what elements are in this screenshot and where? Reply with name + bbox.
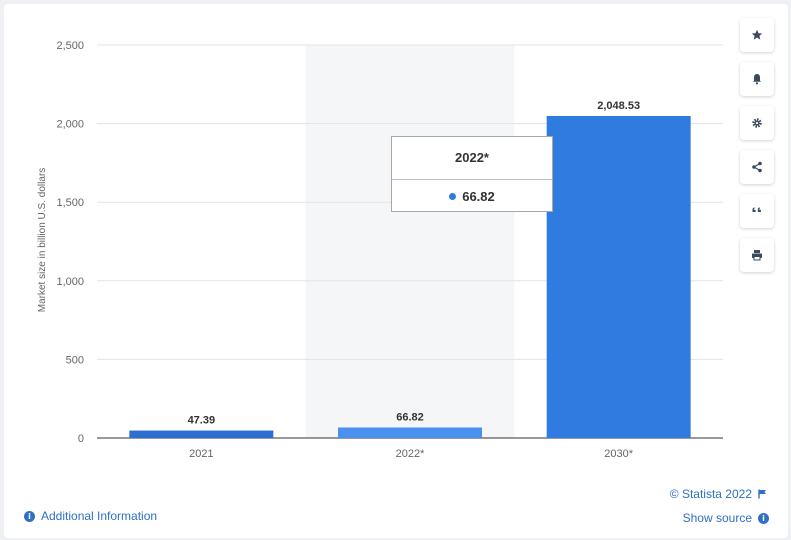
- share-icon: [752, 161, 762, 173]
- bar[interactable]: [546, 115, 691, 439]
- quote-icon: [752, 207, 761, 212]
- copyright-label: © Statista 2022: [669, 487, 752, 501]
- x-tick-label: 2022*: [396, 448, 425, 460]
- print-button[interactable]: [740, 238, 774, 272]
- star-icon: [751, 29, 763, 40]
- y-tick-label: 0: [78, 433, 84, 445]
- tooltip-value: 66.82: [462, 189, 495, 204]
- tooltip-title: 2022*: [392, 137, 552, 180]
- y-tick-label: 2,000: [56, 119, 84, 131]
- show-source-link[interactable]: Show source i: [683, 511, 769, 525]
- show-source-label: Show source: [682, 511, 752, 525]
- y-tick-label: 1,000: [56, 276, 84, 288]
- bell-icon: [753, 74, 761, 85]
- bar[interactable]: [338, 427, 482, 438]
- cite-button[interactable]: [740, 194, 774, 228]
- y-axis-title: Market size in billion U.S. dollars: [37, 168, 48, 313]
- gear-icon: [752, 118, 762, 128]
- hover-highlight-band: [305, 45, 515, 438]
- y-tick-label: 1,500: [56, 197, 84, 209]
- y-tick-label: 2,500: [56, 40, 84, 52]
- favorite-button[interactable]: [740, 18, 774, 52]
- settings-button[interactable]: [740, 106, 774, 140]
- additional-information-link[interactable]: i Additional Information: [24, 509, 157, 523]
- flag-icon: [758, 489, 766, 499]
- info-icon: i: [758, 512, 769, 524]
- data-label: 66.82: [396, 411, 424, 423]
- chart-toolbar: [740, 18, 776, 282]
- statista-copyright-link[interactable]: © Statista 2022: [670, 487, 767, 501]
- info-icon: i: [24, 510, 35, 522]
- data-label: 2,048.53: [597, 100, 640, 112]
- tooltip-value-row: 66.82: [392, 180, 552, 213]
- bar[interactable]: [129, 430, 274, 438]
- additional-information-label: Additional Information: [41, 509, 158, 523]
- x-tick-label: 2021: [189, 448, 213, 460]
- y-tick-label: 500: [66, 354, 84, 366]
- share-button[interactable]: [740, 150, 774, 184]
- data-label: 47.39: [188, 415, 216, 427]
- x-tick-label: 2030*: [604, 448, 633, 460]
- tooltip: 2022* 66.82: [391, 136, 553, 212]
- series-dot-icon: [449, 193, 457, 200]
- notification-button[interactable]: [740, 62, 774, 96]
- print-icon: [752, 250, 762, 261]
